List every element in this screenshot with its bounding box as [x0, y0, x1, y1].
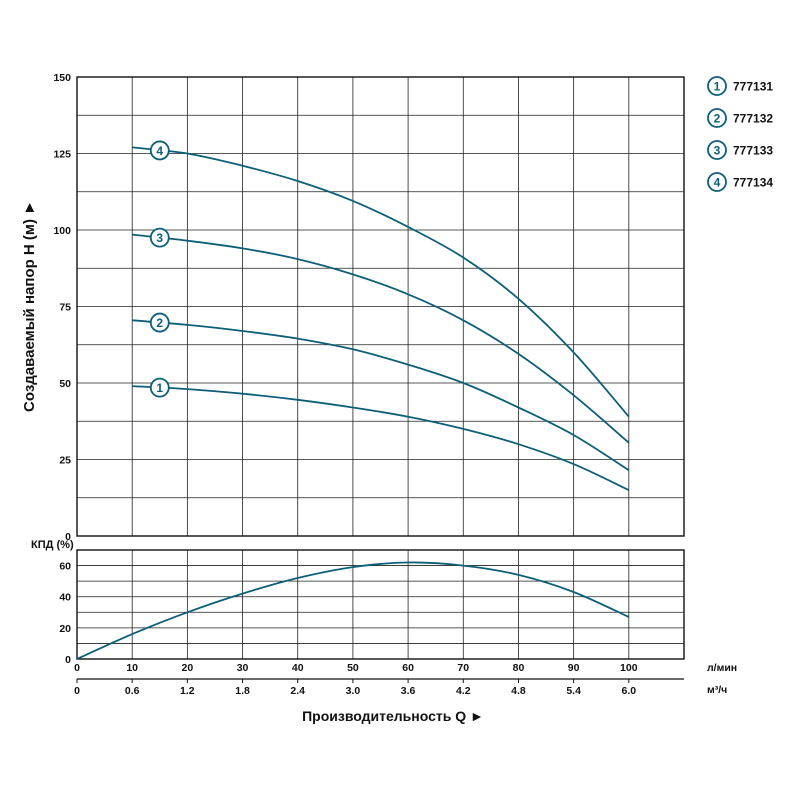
efficiency-y-tick-label: 60 — [59, 561, 71, 573]
x-tick-label-m3h: 6.0 — [622, 685, 637, 697]
head-y-tick-label: 125 — [53, 149, 71, 161]
x-tick-label-lmin: 60 — [402, 662, 414, 674]
head-y-tick-label: 150 — [53, 72, 71, 84]
x-axis-title: Производительность Q ► — [302, 708, 484, 724]
head-curve-777131 — [132, 385, 630, 491]
x-tick-label-m3h: 1.8 — [235, 685, 250, 697]
efficiency-curve — [76, 561, 630, 660]
curve-marker-circle — [149, 312, 170, 333]
curve-marker-number: 1 — [156, 381, 163, 395]
legend-marker-number: 1 — [714, 80, 721, 94]
legend-marker-circle — [707, 76, 727, 96]
legend-marker-number: 3 — [714, 144, 721, 158]
x-tick-label-m3h: 4.8 — [511, 685, 526, 697]
lmin-unit-label: л/мин — [707, 662, 737, 674]
legend-model-label: 777132 — [733, 112, 773, 126]
head-panel: 0 25 50 75 100 125 150 1 2 3 4 — [53, 72, 685, 543]
legend-item-777131: 1 777131 — [707, 76, 773, 96]
x-tick-label-lmin: 100 — [620, 662, 638, 674]
x-tick-label-m3h: 3.6 — [401, 685, 416, 697]
efficiency-axis-title: КПД (%) — [31, 539, 74, 551]
legend-model-label: 777134 — [733, 176, 773, 190]
x-axis: 0 10 20 30 40 50 60 70 80 90 100 0 0.6 1.2 1.8 2.4 3.0 3.… — [74, 662, 684, 697]
legend-marker-number: 2 — [714, 112, 721, 126]
efficiency-frame — [76, 549, 685, 660]
legend-marker-number: 4 — [714, 176, 721, 190]
curve-marker-circle — [149, 140, 170, 161]
x-tick-label-m3h: 4.2 — [456, 685, 471, 697]
x-tick-label-m3h: 1.2 — [180, 685, 195, 697]
m3h-unit-label: м³/ч — [707, 684, 727, 696]
efficiency-y-tick-label: 0 — [65, 654, 71, 666]
legend-model-label: 777131 — [733, 80, 773, 94]
legend-marker-circle — [707, 140, 727, 160]
head-y-tick-label: 50 — [59, 378, 71, 390]
efficiency-panel: 0 20 40 60 — [59, 549, 685, 666]
x-tick-label-lmin: 20 — [182, 662, 194, 674]
x-tick-label-m3h: 0.6 — [125, 685, 140, 697]
legend-marker-circle — [707, 108, 727, 128]
head-y-tick-label: 25 — [59, 455, 71, 467]
head-curve-777133 — [132, 233, 630, 444]
x-tick-label-lmin: 40 — [292, 662, 304, 674]
head-curve-777132 — [132, 319, 630, 471]
x-tick-label-m3h: 3.0 — [346, 685, 361, 697]
head-frame — [76, 76, 685, 537]
curve-marker-number: 4 — [156, 144, 163, 158]
head-curve-777134 — [132, 146, 630, 418]
x-tick-label-lmin: 10 — [126, 662, 138, 674]
x-tick-label-m3h: 0 — [74, 685, 80, 697]
curve-marker-circle — [149, 377, 170, 398]
x-tick-label-m3h: 5.4 — [566, 685, 581, 697]
curve-marker-2: 2 — [149, 312, 170, 333]
curve-marker-4: 4 — [149, 140, 170, 161]
curve-marker-number: 3 — [156, 231, 163, 245]
legend-item-777133: 3 777133 — [707, 140, 773, 160]
legend: 1 777131 2 777132 3 777133 4 777134 — [707, 76, 773, 192]
x-tick-label-lmin: 50 — [347, 662, 359, 674]
x-tick-label-lmin: 80 — [513, 662, 525, 674]
curve-marker-circle — [149, 227, 170, 248]
legend-item-777132: 2 777132 — [707, 108, 773, 128]
head-y-tick-label: 75 — [59, 302, 71, 314]
curve-marker-3: 3 — [149, 227, 170, 248]
head-y-tick-label: 100 — [53, 225, 71, 237]
head-y-tick-label: 0 — [65, 531, 71, 543]
legend-marker-circle — [707, 172, 727, 192]
curve-marker-number: 2 — [156, 316, 163, 330]
x-tick-label-lmin: 90 — [568, 662, 580, 674]
head-axis-title: Создаваемый напор H (м) ► — [21, 200, 38, 412]
curve-marker-1: 1 — [149, 377, 170, 398]
x-tick-label-lmin: 30 — [237, 662, 249, 674]
legend-item-777134: 4 777134 — [707, 172, 773, 192]
legend-model-label: 777133 — [733, 144, 773, 158]
x-tick-label-m3h: 2.4 — [290, 685, 305, 697]
efficiency-y-tick-label: 20 — [59, 623, 71, 635]
efficiency-y-tick-label: 40 — [59, 592, 71, 604]
x-tick-label-lmin: 0 — [74, 662, 80, 674]
x-tick-label-lmin: 70 — [457, 662, 469, 674]
